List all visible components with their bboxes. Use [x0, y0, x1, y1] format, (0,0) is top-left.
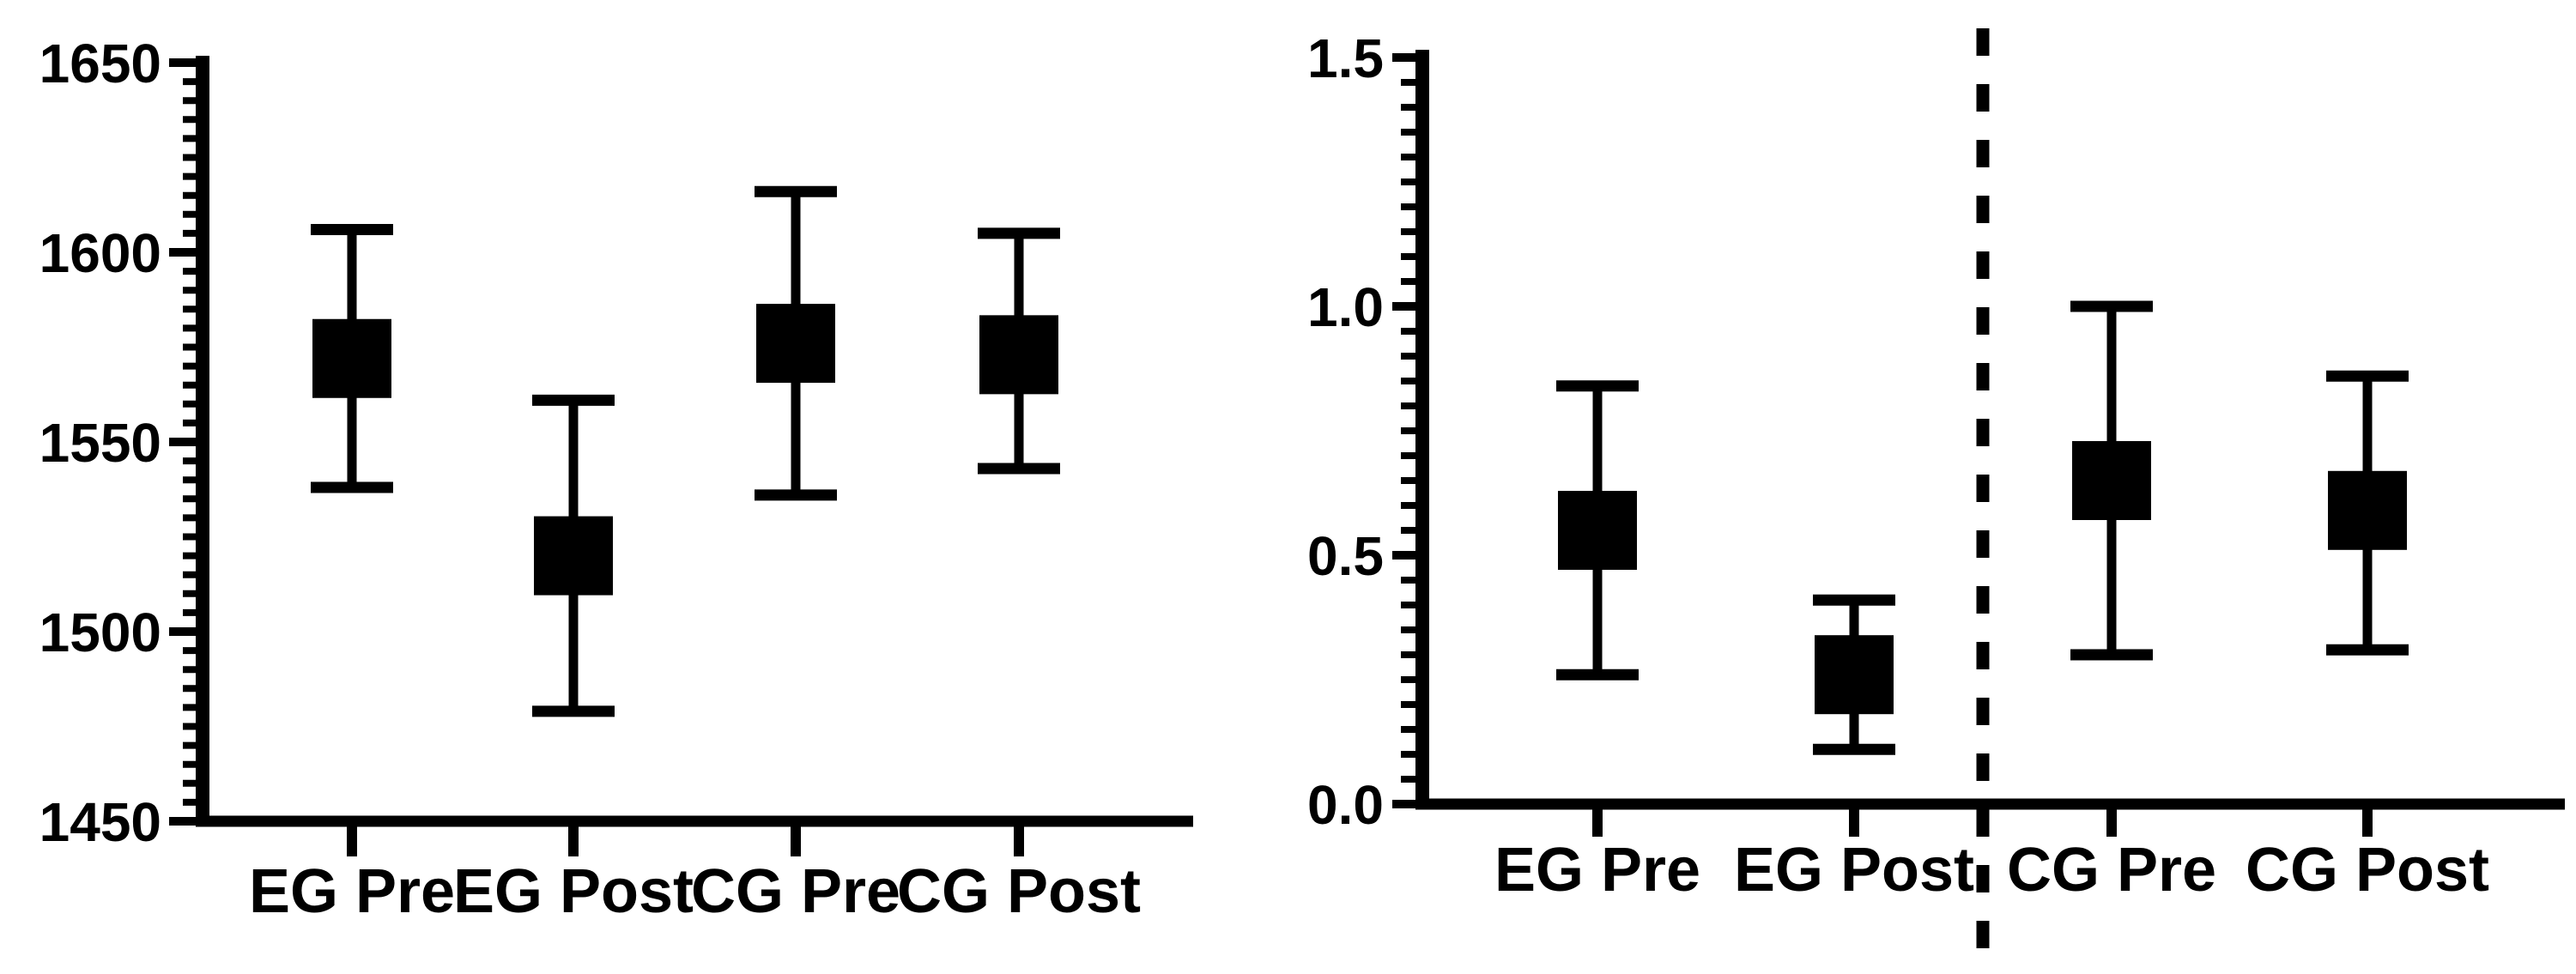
mean-square-marker: [2072, 441, 2151, 520]
mean-square-marker: [312, 318, 391, 398]
y-tick-label: 0.0: [1307, 774, 1384, 836]
category-label: CG Post: [2246, 836, 2489, 904]
mean-square-marker: [534, 516, 613, 596]
y-tick-label: 1450: [39, 791, 161, 853]
mean-square-marker: [1558, 491, 1637, 570]
category-label: EG Pre: [249, 857, 455, 926]
mean-square-marker: [2328, 470, 2407, 550]
y-tick-label: 0.5: [1307, 525, 1384, 587]
category-label: EG Pre: [1494, 836, 1700, 904]
y-tick-label: 1550: [39, 412, 161, 474]
y-tick-label: 1500: [39, 602, 161, 663]
y-tick-label: 1650: [39, 33, 161, 94]
category-label: EG Post: [453, 857, 694, 926]
category-label: CG Pre: [2007, 836, 2216, 904]
mean-square-marker: [756, 304, 835, 384]
mean-square-marker: [1815, 635, 1894, 715]
category-label: CG Post: [897, 857, 1141, 926]
category-label: CG Pre: [691, 857, 900, 926]
category-label: EG Post: [1734, 836, 1974, 904]
y-tick-label: 1600: [39, 222, 161, 284]
mean-square-marker: [979, 315, 1058, 395]
y-tick-label: 1.5: [1307, 27, 1384, 89]
y-tick-label: 1.0: [1307, 276, 1384, 338]
